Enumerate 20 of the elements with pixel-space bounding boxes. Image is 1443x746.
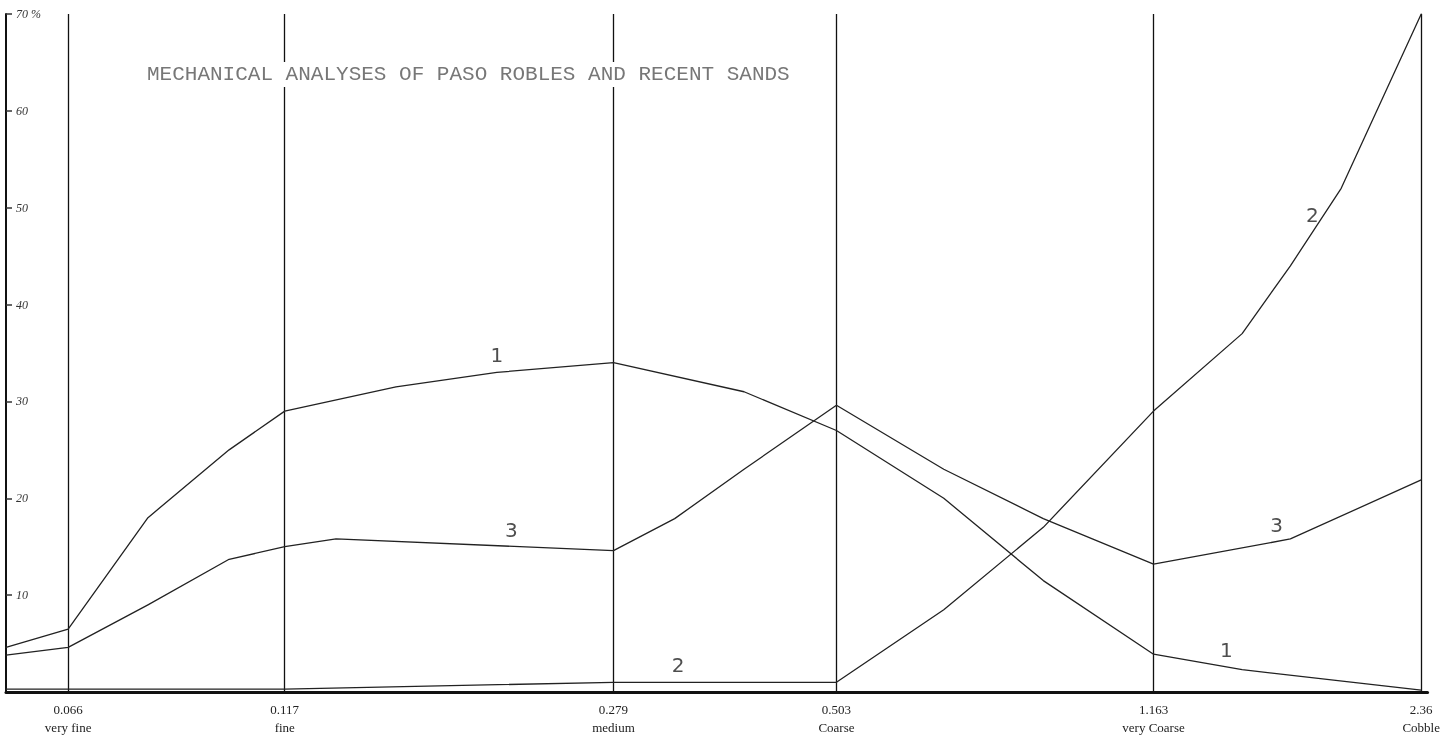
x-tick-label: 0.279 medium xyxy=(592,701,635,735)
x-tick-label: 0.066 very fine xyxy=(44,701,92,735)
y-tick-label: 50 xyxy=(16,200,28,215)
x-tick-label: 2.36 Cobble xyxy=(1402,701,1441,735)
y-tick-label: 20 xyxy=(16,491,28,506)
annotation: 1 xyxy=(1220,637,1233,662)
annotation: 3 xyxy=(505,517,518,542)
annotation: 2 xyxy=(1306,202,1319,227)
y-tick-label: 70 % xyxy=(16,7,41,21)
y-tick-label: 10 xyxy=(16,588,28,603)
text: MECHANICAL ANALYSES OF PASO ROBLES AND RECENT SANDS xyxy=(147,63,790,86)
annotation: 2 xyxy=(671,653,685,678)
annotation: 3 xyxy=(1270,512,1283,537)
x-tick-label: 0.503 Coarse xyxy=(818,701,855,735)
y-tick-label: 40 xyxy=(16,297,28,312)
x-tick-label: 1.163 very Coarse xyxy=(1122,701,1185,735)
x-tick-label: 0.117 fine xyxy=(270,701,300,735)
annotation: 1 xyxy=(490,343,504,368)
y-tick-label: 30 xyxy=(15,394,28,409)
y-tick-label: 60 xyxy=(16,103,28,118)
